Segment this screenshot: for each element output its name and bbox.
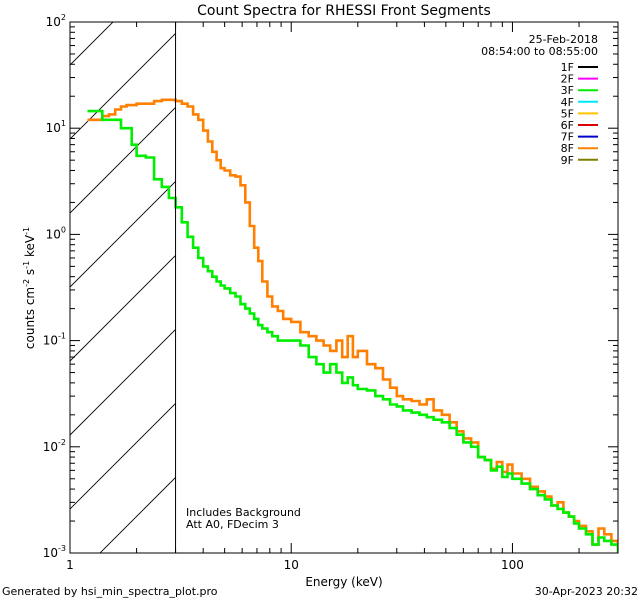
hatch-line — [70, 329, 176, 436]
legend-label-3f: 3F — [561, 84, 574, 97]
y-tick-label: 10-2 — [43, 438, 66, 454]
observation-time-range: 08:54:00 to 08:55:00 — [481, 45, 598, 58]
y-tick-label-exponent: -3 — [58, 544, 66, 553]
series-3f-line — [87, 109, 618, 553]
hatch-line — [70, 33, 176, 140]
y-axis-label: counts cm-2 s-1 keV-1 — [22, 227, 37, 349]
y-tick-label-exponent: 0 — [61, 225, 66, 234]
annotation-attenuator: Att A0, FDecim 3 — [186, 518, 279, 531]
x-axis-label: Energy (keV) — [305, 575, 382, 589]
legend-label-9f: 9F — [561, 154, 574, 167]
y-tick-label-exponent: -2 — [58, 438, 66, 447]
legend-label-6f: 6F — [561, 119, 574, 132]
y-tick-label-base: 10 — [46, 227, 61, 241]
excluded-energy-hatch — [70, 22, 176, 553]
footer-generated-by: Generated by hsi_min_spectra_plot.pro — [2, 585, 218, 598]
y-tick-label: 10-3 — [43, 544, 66, 560]
y-tick-label-exponent: 2 — [61, 13, 66, 22]
series-8f-line — [87, 98, 618, 549]
y-axis-label-sup1: -2 — [22, 279, 31, 287]
chart-title: Count Spectra for RHESSI Front Segments — [197, 3, 491, 19]
y-tick-label-base: 10 — [46, 15, 61, 29]
y-axis-label-sup3: -1 — [22, 227, 31, 235]
y-tick-label: 10-1 — [43, 332, 66, 348]
legend-label-5f: 5F — [561, 107, 574, 120]
y-tick-label-exponent: 1 — [61, 119, 66, 128]
legend-label-1f: 1F — [561, 61, 574, 74]
y-axis-label-main: counts cm — [23, 287, 37, 349]
annotation-background: Includes Background — [186, 506, 301, 519]
observation-date: 25-Feb-2018 — [529, 33, 598, 46]
legend-label-2f: 2F — [561, 73, 574, 86]
y-tick-label: 102 — [46, 13, 66, 29]
y-tick-label: 101 — [46, 119, 66, 135]
y-axis-label-sup2: -1 — [22, 261, 31, 269]
y-axis-label-mid2: keV — [23, 234, 37, 261]
y-tick-label-base: 10 — [43, 334, 58, 348]
hatch-line — [70, 403, 176, 510]
legend-label-4f: 4F — [561, 96, 574, 109]
plot-frame — [69, 21, 619, 554]
y-tick-label-base: 10 — [43, 546, 58, 560]
x-tick-label: 1 — [66, 558, 74, 572]
hatch-line — [70, 107, 176, 214]
y-axis-label-mid: s — [23, 269, 37, 279]
x-tick-label: 10 — [284, 558, 299, 572]
y-tick-label-base: 10 — [43, 440, 58, 454]
legend-label-7f: 7F — [561, 131, 574, 144]
legend-label-8f: 8F — [561, 142, 574, 155]
y-tick-label-base: 10 — [46, 121, 61, 135]
hatch-line — [70, 181, 176, 288]
hatch-line — [70, 22, 114, 66]
hatch-line — [70, 255, 176, 362]
spectra-series-group — [87, 98, 618, 553]
y-tick-label-exponent: -1 — [58, 332, 66, 341]
y-tick-label: 100 — [46, 225, 66, 241]
x-tick-label: 100 — [501, 558, 524, 572]
footer-timestamp: 30-Apr-2023 20:32 — [535, 585, 638, 598]
hatch-line — [99, 477, 176, 553]
